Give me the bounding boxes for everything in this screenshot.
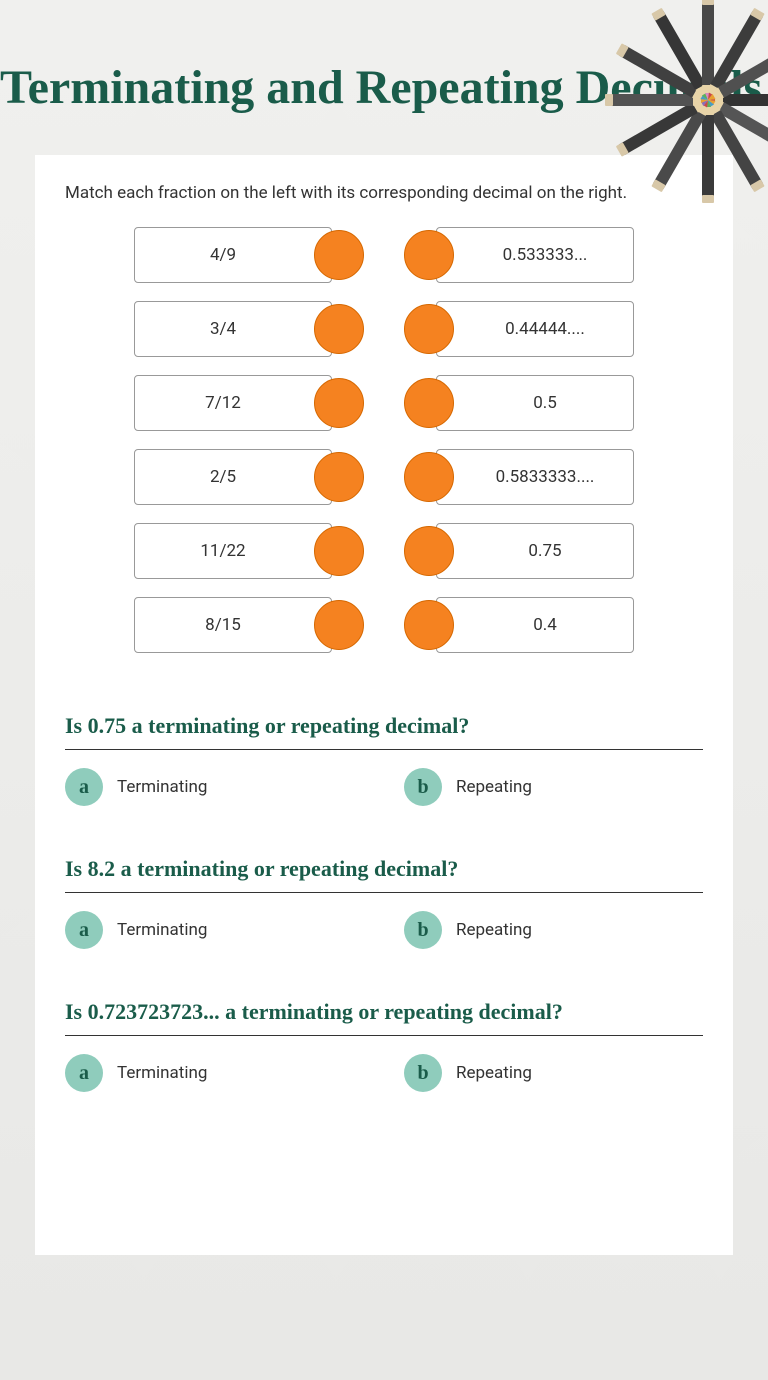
match-dot-right[interactable] [404, 230, 454, 280]
match-right-box: 0.44444.... [436, 301, 634, 357]
match-dot-left[interactable] [314, 378, 364, 428]
option-label: Terminating [117, 777, 207, 797]
match-left-label: 7/12 [205, 393, 241, 413]
option-badge: b [404, 1054, 442, 1092]
option-badge: b [404, 911, 442, 949]
match-left-label: 8/15 [205, 615, 241, 635]
match-left-box: 7/12 [134, 375, 332, 431]
match-grid: 4/9 3/4 7/12 2/5 11/22 8/15 0.533333... … [65, 227, 703, 653]
match-left-label: 2/5 [210, 467, 236, 487]
match-left-box: 4/9 [134, 227, 332, 283]
match-left-label: 4/9 [210, 245, 236, 265]
match-right-box: 0.4 [436, 597, 634, 653]
answer-option[interactable]: b Repeating [404, 1054, 703, 1092]
match-right-box: 0.5 [436, 375, 634, 431]
content-card: Match each fraction on the left with its… [35, 155, 733, 1255]
option-label: Terminating [117, 1063, 207, 1083]
option-label: Terminating [117, 920, 207, 940]
option-badge: b [404, 768, 442, 806]
match-dot-right[interactable] [404, 378, 454, 428]
match-dot-right[interactable] [404, 600, 454, 650]
match-left-item[interactable]: 3/4 [134, 301, 364, 357]
match-right-box: 0.75 [436, 523, 634, 579]
answer-option[interactable]: b Repeating [404, 911, 703, 949]
match-left-label: 11/22 [200, 541, 245, 561]
answer-option[interactable]: a Terminating [65, 911, 364, 949]
option-label: Repeating [456, 777, 532, 797]
question: Is 8.2 a terminating or repeating decima… [65, 856, 703, 949]
match-right-label: 0.75 [528, 541, 561, 561]
question-prompt: Is 0.723723723... a terminating or repea… [65, 999, 703, 1036]
match-dot-left[interactable] [314, 526, 364, 576]
question-prompt: Is 8.2 a terminating or repeating decima… [65, 856, 703, 893]
pencils-decoration [568, 0, 768, 240]
question-options: a Terminating b Repeating [65, 911, 703, 949]
option-badge: a [65, 768, 103, 806]
match-right-item[interactable]: 0.5833333.... [404, 449, 634, 505]
match-dot-left[interactable] [314, 304, 364, 354]
match-right-label: 0.5 [533, 393, 557, 413]
match-dot-left[interactable] [314, 452, 364, 502]
option-badge: a [65, 911, 103, 949]
match-right-box: 0.5833333.... [436, 449, 634, 505]
match-right-item[interactable]: 0.4 [404, 597, 634, 653]
match-left-box: 8/15 [134, 597, 332, 653]
match-dot-left[interactable] [314, 230, 364, 280]
match-right-item[interactable]: 0.5 [404, 375, 634, 431]
match-right-item[interactable]: 0.44444.... [404, 301, 634, 357]
answer-option[interactable]: b Repeating [404, 768, 703, 806]
option-badge: a [65, 1054, 103, 1092]
match-right-label: 0.4 [533, 615, 557, 635]
match-right-column: 0.533333... 0.44444.... 0.5 0.5833333...… [404, 227, 634, 653]
match-dot-left[interactable] [314, 600, 364, 650]
match-left-item[interactable]: 8/15 [134, 597, 364, 653]
match-left-column: 4/9 3/4 7/12 2/5 11/22 8/15 [134, 227, 364, 653]
match-right-box: 0.533333... [436, 227, 634, 283]
match-dot-right[interactable] [404, 526, 454, 576]
match-right-label: 0.533333... [503, 245, 588, 265]
match-left-box: 3/4 [134, 301, 332, 357]
match-right-item[interactable]: 0.533333... [404, 227, 634, 283]
question: Is 0.723723723... a terminating or repea… [65, 999, 703, 1092]
match-left-box: 11/22 [134, 523, 332, 579]
match-dot-right[interactable] [404, 452, 454, 502]
match-left-label: 3/4 [210, 319, 236, 339]
match-right-label: 0.5833333.... [496, 467, 595, 487]
match-left-item[interactable]: 11/22 [134, 523, 364, 579]
questions-section: Is 0.75 a terminating or repeating decim… [65, 713, 703, 1092]
match-left-item[interactable]: 2/5 [134, 449, 364, 505]
question: Is 0.75 a terminating or repeating decim… [65, 713, 703, 806]
option-label: Repeating [456, 1063, 532, 1083]
question-options: a Terminating b Repeating [65, 768, 703, 806]
match-dot-right[interactable] [404, 304, 454, 354]
option-label: Repeating [456, 920, 532, 940]
match-right-label: 0.44444.... [505, 319, 585, 339]
match-left-item[interactable]: 7/12 [134, 375, 364, 431]
match-right-item[interactable]: 0.75 [404, 523, 634, 579]
question-options: a Terminating b Repeating [65, 1054, 703, 1092]
match-left-box: 2/5 [134, 449, 332, 505]
match-left-item[interactable]: 4/9 [134, 227, 364, 283]
answer-option[interactable]: a Terminating [65, 768, 364, 806]
question-prompt: Is 0.75 a terminating or repeating decim… [65, 713, 703, 750]
answer-option[interactable]: a Terminating [65, 1054, 364, 1092]
